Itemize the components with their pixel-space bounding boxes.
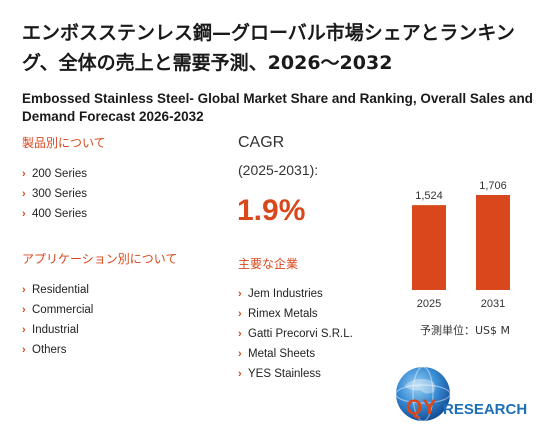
product-item-label: 300 Series: [32, 188, 87, 200]
company-item-label: Jem Industries: [248, 288, 323, 300]
company-item-label: YES Stainless: [248, 368, 321, 380]
x-tick-label: 2025: [417, 298, 441, 310]
chevron-right-icon: ›: [238, 328, 242, 340]
bar-value-label: 1,706: [479, 180, 507, 192]
chevron-right-icon: ›: [238, 348, 242, 360]
bar-2025: [412, 205, 446, 290]
product-item[interactable]: › 300 Series: [22, 184, 87, 204]
application-item[interactable]: › Residential: [22, 280, 93, 300]
page-title-japanese: エンボスステンレス鋼—グローバル市場シェアとランキング、全体の売上と需要予測、2…: [22, 22, 515, 74]
application-item-label: Residential: [32, 284, 89, 296]
application-item-label: Commercial: [32, 304, 94, 316]
application-item[interactable]: › Others: [22, 340, 93, 360]
company-item[interactable]: › YES Stainless: [238, 364, 353, 384]
page-title-english: Embossed Stainless Steel- Global Market …: [22, 91, 533, 124]
application-item-label: Industrial: [32, 324, 79, 336]
product-item[interactable]: › 200 Series: [22, 164, 87, 184]
logo-text-qy: QY: [406, 396, 436, 419]
bar-2031: [476, 195, 510, 290]
qyresearch-logo: QY RESEARCH: [395, 366, 527, 422]
product-item-label: 400 Series: [32, 208, 87, 220]
chevron-right-icon: ›: [22, 324, 26, 336]
application-section-heading: アプリケーション別について: [22, 252, 178, 266]
application-list: › Residential › Commercial › Industrial › Ot…: [22, 280, 93, 360]
x-tick-label: 2031: [481, 298, 505, 310]
company-item[interactable]: › Metal Sheets: [238, 344, 353, 364]
product-section-heading: 製品別について: [22, 136, 106, 150]
chevron-right-icon: ›: [22, 304, 26, 316]
chevron-right-icon: ›: [22, 208, 26, 220]
chevron-right-icon: ›: [22, 188, 26, 200]
company-item-label: Gatti Precorvi S.R.L.: [248, 328, 353, 340]
cagr-label: CAGR: [238, 134, 285, 151]
chevron-right-icon: ›: [238, 288, 242, 300]
chevron-right-icon: ›: [22, 284, 26, 296]
companies-list: › Jem Industries › Rimex Metals › Gatti Pre…: [238, 284, 353, 384]
company-item[interactable]: › Rimex Metals: [238, 304, 353, 324]
cagr-value: 1.9%: [237, 194, 306, 227]
application-item-label: Others: [32, 344, 67, 356]
forecast-bar-chart: 1,524 2025 1,706 2031: [412, 180, 510, 310]
chevron-right-icon: ›: [22, 344, 26, 356]
product-item-label: 200 Series: [32, 168, 87, 180]
chevron-right-icon: ›: [238, 308, 242, 320]
cagr-period: (2025-2031):: [238, 162, 319, 178]
logo-text-research: RESEARCH: [443, 401, 527, 418]
companies-section-heading: 主要な企業: [238, 257, 299, 271]
bar-value-label: 1,524: [415, 190, 443, 202]
company-item[interactable]: › Gatti Precorvi S.R.L.: [238, 324, 353, 344]
chevron-right-icon: ›: [22, 168, 26, 180]
application-item[interactable]: › Commercial: [22, 300, 93, 320]
globe-icon: [396, 367, 450, 421]
company-item-label: Rimex Metals: [248, 308, 318, 320]
company-item-label: Metal Sheets: [248, 348, 316, 360]
application-item[interactable]: › Industrial: [22, 320, 93, 340]
product-item[interactable]: › 400 Series: [22, 204, 87, 224]
product-list: › 200 Series › 300 Series › 400 Series: [22, 164, 87, 224]
chevron-right-icon: ›: [238, 368, 242, 380]
company-item[interactable]: › Jem Industries: [238, 284, 353, 304]
forecast-unit-label: 予測単位：US$ M: [420, 324, 511, 337]
